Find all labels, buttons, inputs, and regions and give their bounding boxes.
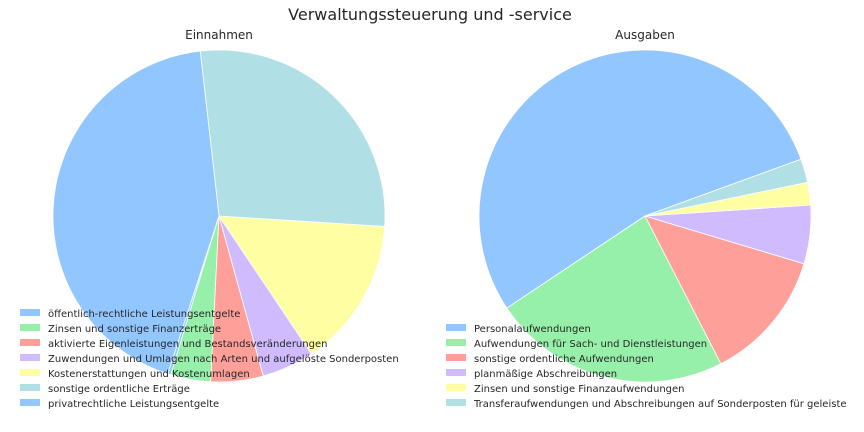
chart-title-ausgaben: Ausgaben [615,28,675,42]
legend-label: öffentlich-rechtliche Leistungsentgelte [48,309,240,320]
slices-ausgaben [478,49,812,383]
legend-item-ausgaben-personalaufwendungen: Personalaufwendungen [446,324,591,335]
figure-title: Verwaltungssteuerung und -service [288,5,572,24]
legend-swatch [20,369,40,376]
legend-label: privatrechtliche Leistungsentgelte [48,399,219,410]
legend-label: Transferaufwendungen und Abschreibungen … [473,399,847,410]
legend-swatch [20,324,40,331]
legend-label: Aufwendungen für Sach- und Dienstleistun… [474,339,707,350]
legend-item-einnahmen-aktivierte-eigenleistungen-und-bestandsv: aktivierte Eigenleistungen und Bestandsv… [20,339,327,350]
legend-label: Personalaufwendungen [474,324,591,335]
legend-swatch [20,354,40,361]
pie-slice-ausgaben-transferaufwendungen-und-abschreibungen- [644,158,809,217]
legend-item-einnahmen-zuwendungen-und-umlagen-nach-arten-und-a: Zuwendungen und Umlagen nach Arten und a… [20,354,399,365]
legend-label: sonstige ordentliche Aufwendungen [474,354,654,365]
legend-item-einnahmen-kostenerstattungen-und-kostenumlagen: Kostenerstattungen und Kostenumlagen [20,369,250,380]
pie-chart-ausgaben: Ausgaben Personalaufwendungen Aufwendunge… [446,28,847,410]
legend-ausgaben: Personalaufwendungen Aufwendungen für Sac… [446,324,847,410]
legend-item-einnahmen-privatrechtliche-leistungsentgelte: privatrechtliche Leistungsentgelte [20,399,219,410]
legend-swatch [446,324,466,331]
legend-item-einnahmen-sonstige-ordentliche-ertraege: sonstige ordentliche Erträge [20,384,190,395]
legend-item-ausgaben-planmaessige-abschreibungen: planmäßige Abschreibungen [446,369,617,380]
legend-swatch [20,384,40,391]
legend-item-einnahmen-oeffentlich-rechtliche-leistungsentgelte: öffentlich-rechtliche Leistungsentgelte [20,309,240,320]
legend-einnahmen: öffentlich-rechtliche Leistungsentgelte Z… [20,309,399,410]
chart-title-einnahmen: Einnahmen [185,28,253,42]
legend-label: sonstige ordentliche Erträge [48,384,190,395]
pie-slice-einnahmen-sonstige-ordentliche-ertraege [199,49,386,227]
legend-item-ausgaben-zinsen-und-sonstige-finanzaufwendungen: Zinsen und sonstige Finanzaufwendungen [446,384,685,395]
legend-item-einnahmen-zinsen-und-sonstige-finanzertraege: Zinsen und sonstige Finanzerträge [20,324,221,335]
legend-item-ausgaben-transferaufwendungen-und-abschreibungen-: Transferaufwendungen und Abschreibungen … [446,399,847,410]
legend-swatch [446,339,466,346]
legend-label: Kostenerstattungen und Kostenumlagen [48,369,250,380]
legend-label: Zuwendungen und Umlagen nach Arten und a… [48,354,399,365]
legend-swatch [446,384,466,391]
legend-item-ausgaben-sonstige-ordentliche-aufwendungen: sonstige ordentliche Aufwendungen [446,354,654,365]
legend-label: aktivierte Eigenleistungen und Bestandsv… [48,339,327,350]
legend-label: planmäßige Abschreibungen [474,369,617,380]
pie-slice-einnahmen-privatrechtliche-leistungsentgelte [52,50,220,375]
pie-slice-ausgaben-personalaufwendungen [478,49,802,309]
pie-chart-einnahmen: Einnahmen öffentlich-rechtliche Leistung… [20,28,399,410]
legend-swatch [20,399,40,406]
legend-swatch [446,354,466,361]
pie-slice-einnahmen-kostenerstattungen-und-kostenumlagen [218,215,386,355]
legend-swatch [446,369,466,376]
legend-swatch [20,309,40,316]
legend-label: Zinsen und sonstige Finanzaufwendungen [474,384,685,395]
pie-slice-ausgaben-sonstige-ordentliche-aufwendungen [644,215,805,365]
legend-swatch [446,399,466,406]
slices-einnahmen [52,49,386,383]
legend-item-ausgaben-aufwendungen-fuer-sach-und-dienstleistun: Aufwendungen für Sach- und Dienstleistun… [446,339,707,350]
pie-slice-ausgaben-aufwendungen-fuer-sach-und-dienstleistun [506,215,722,383]
legend-label: Zinsen und sonstige Finanzerträge [48,324,221,335]
legend-swatch [20,339,40,346]
